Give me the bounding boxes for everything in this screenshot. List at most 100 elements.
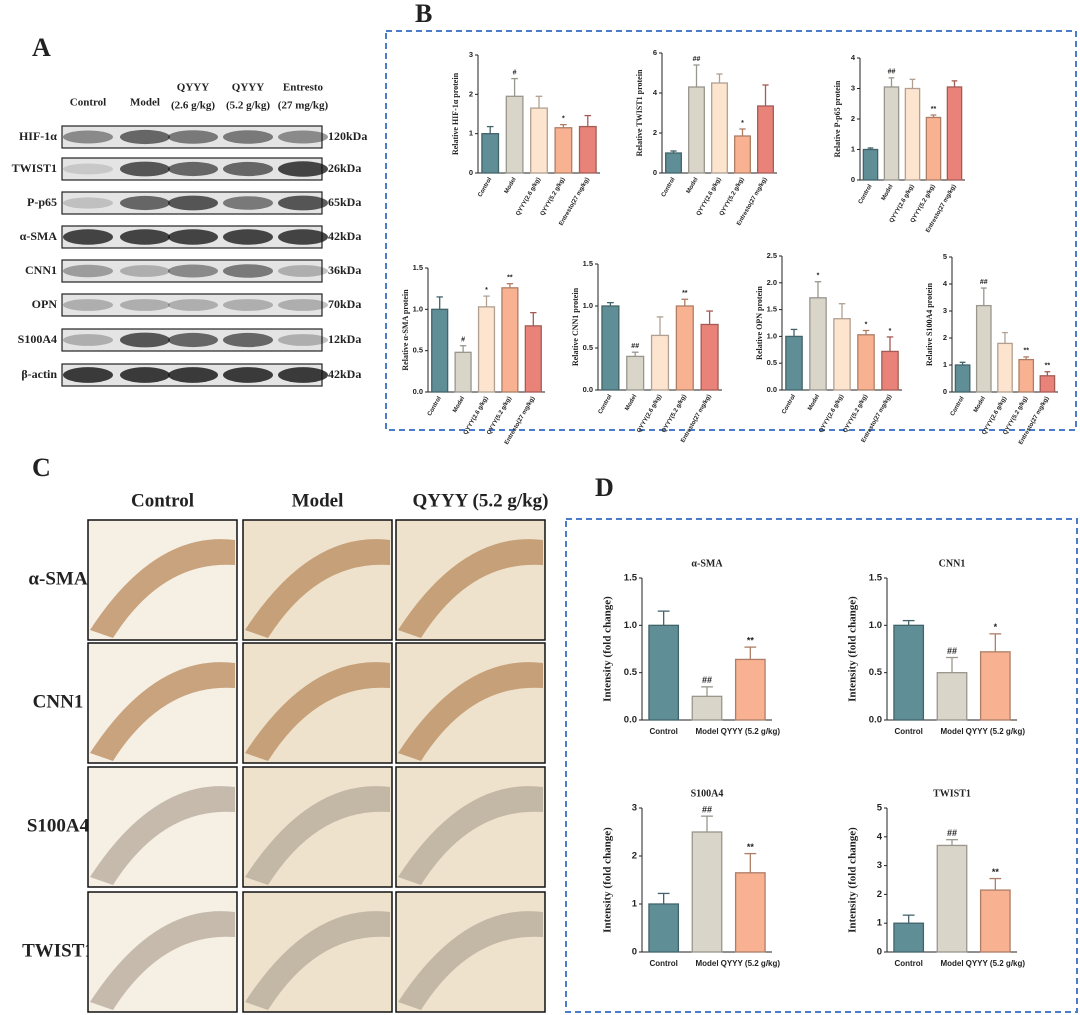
y-axis-label: Relative TWIST1 protein [635,69,644,156]
significance-mark: ** [682,290,688,297]
x-tick-label: QYYY(5.2 g/kg) [719,177,746,217]
y-axis-label: Relative P-p65 protein [833,80,842,157]
tissue [398,911,543,1010]
blot-band [63,163,113,175]
bar [979,889,1011,953]
blot-band [168,229,218,245]
size-label: 42kDa [328,367,361,381]
panel-b-frame [385,30,1077,431]
y-axis-label: Relative OPN protein [755,286,764,360]
x-tick-label: Model [940,959,963,968]
x-tick-label: Control [477,177,493,199]
bar [454,351,472,393]
y-tick-label: 0.5 [413,346,423,355]
x-tick-label: Control [950,396,966,418]
significance-mark: ## [693,56,701,63]
row-label: TWIST1 [22,940,94,961]
significance-mark: ** [1023,348,1029,355]
y-tick-label: 0 [943,387,947,396]
y-tick-label: 4 [877,831,883,842]
x-tick-label: QYYY(2.6 g/kg) [515,177,542,217]
blot-band [168,299,218,311]
blot-band [223,229,273,245]
size-label: 26kDa [328,161,361,175]
y-tick-label: 2 [653,128,657,137]
blot-band [223,367,273,383]
tissue [90,911,235,1010]
y-tick-label: 1 [469,129,473,138]
x-tick-label: Model [881,184,895,202]
y-tick-label: 1.5 [869,573,883,584]
y-tick-label: 5 [943,252,947,261]
chart-title: α-SMA [691,558,723,569]
lane-label: (2.6 g/kg) [171,100,215,112]
blot-band [223,196,273,210]
blot-band [278,161,328,177]
y-tick-label: 0 [469,168,473,177]
protein-label: α-SMA [20,229,58,243]
y-axis-label: Intensity (fold change) [847,827,859,933]
significance-mark: ## [888,69,896,76]
significance-mark: ## [947,646,957,656]
y-tick-label: 4 [653,88,658,97]
bar [936,672,968,721]
bar [904,87,921,181]
blot-band [168,332,218,348]
bar [688,86,705,174]
chart-title: TWIST1 [933,788,971,799]
y-tick-label: 1.5 [767,305,777,314]
bar [946,86,963,181]
tissue [90,662,235,761]
x-tick-label: Model [686,177,700,195]
y-tick-label: 0.0 [583,385,593,394]
bar [893,624,925,721]
y-tick-label: 1.5 [413,263,423,272]
x-tick-label: Control [661,177,677,199]
panel-label: A [32,33,51,62]
lane-label: QYYY [177,82,209,94]
bar [691,831,723,953]
tissue [398,539,543,638]
bar [665,152,682,174]
significance-mark: ## [702,675,712,685]
lane-label: Model [130,97,160,109]
protein-label: CNN1 [25,263,57,277]
x-tick-label: Model [624,394,638,412]
blot-band [278,195,328,211]
significance-mark: # [461,337,465,344]
bar [505,95,524,174]
significance-mark: * [485,287,488,294]
y-tick-label: 1.0 [767,331,777,340]
x-tick-label: Control [427,396,443,418]
x-tick-label: Control [781,394,797,416]
y-tick-label: 2 [877,889,882,900]
y-tick-label: 0.0 [624,715,637,726]
significance-mark: ## [947,828,957,838]
bar [997,342,1013,393]
significance-mark: * [562,115,565,122]
x-tick-label: QYYY(2.6 g/kg) [818,394,845,434]
blot-band [120,161,170,177]
significance-mark: ** [1045,363,1051,370]
y-tick-label: 2 [851,114,855,123]
bar [554,127,573,174]
size-label: 70kDa [328,297,361,311]
y-tick-label: 0.0 [767,385,777,394]
tissue [245,786,390,885]
significance-mark: * [865,321,868,328]
blot-band [63,197,113,209]
lane-label: (27 mg/kg) [278,100,329,112]
x-tick-label: QYYY (5.2 g/kg) [721,959,781,968]
significance-mark: ** [747,842,755,852]
y-tick-label: 2 [632,851,637,862]
y-tick-label: 1 [943,360,947,369]
blot-band [63,264,113,278]
y-axis-label: Relative α-SMA protein [401,289,410,371]
blot-band [223,130,273,144]
y-tick-label: 0 [877,947,882,958]
blot-band [168,130,218,144]
row-label: α-SMA [28,568,87,589]
bar [691,695,723,721]
bar [626,355,645,391]
bar [833,318,851,391]
